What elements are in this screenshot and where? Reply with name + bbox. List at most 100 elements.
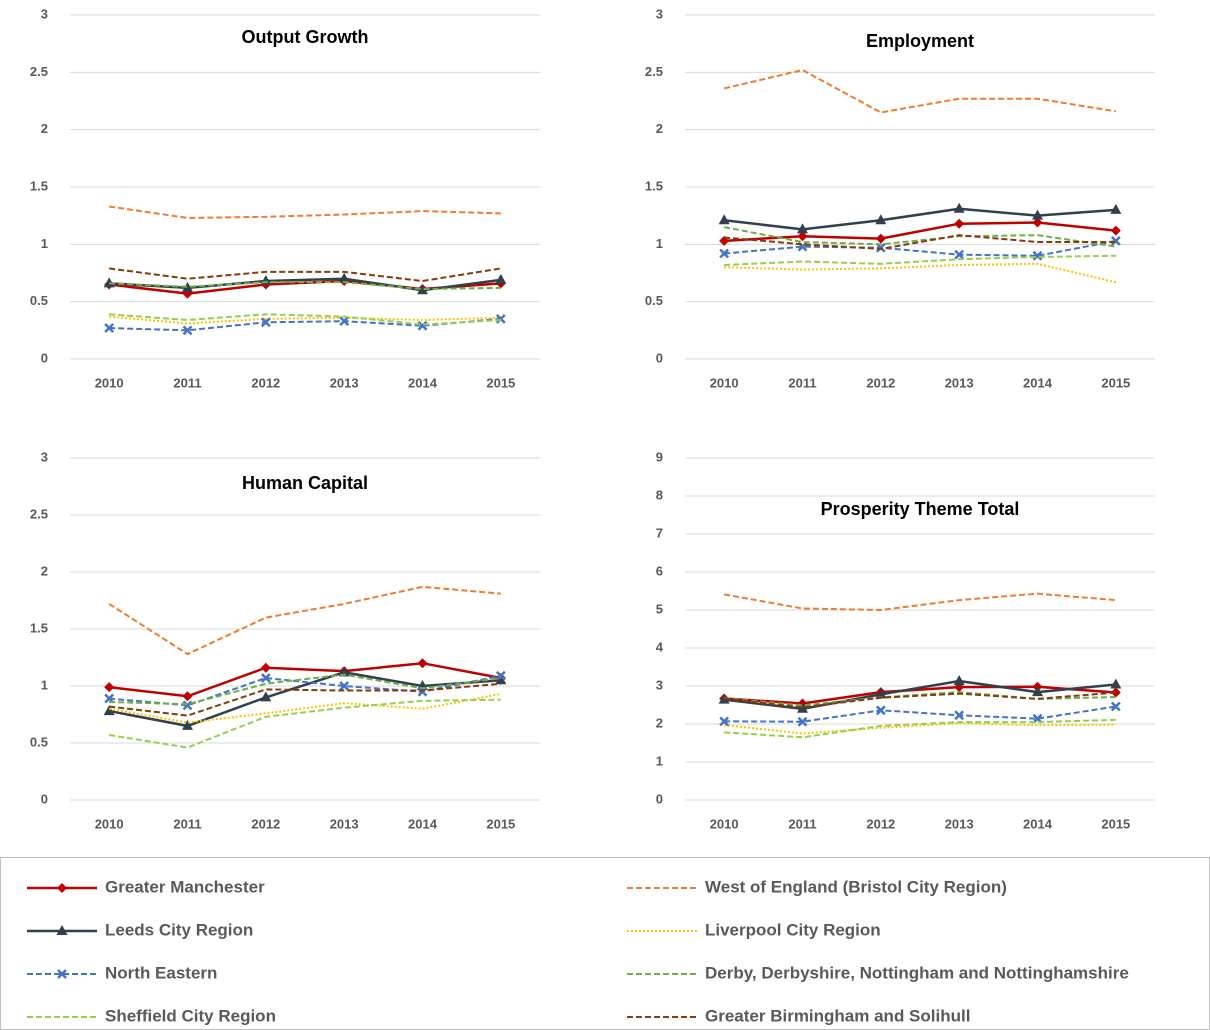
marker: [103, 277, 115, 288]
series-line: [724, 691, 1116, 709]
x-tick-label: 2010: [95, 375, 124, 390]
x-tick-label: 2011: [173, 816, 201, 831]
series-line: [724, 239, 1117, 257]
series-line: [724, 234, 1116, 250]
series-line: [723, 592, 1116, 612]
chart-title: Human Capital: [242, 473, 368, 493]
marker: [417, 320, 428, 331]
series-line: [724, 679, 1116, 711]
marker: [57, 883, 67, 893]
series-line: [109, 205, 501, 219]
legend-label: Leeds City Region: [105, 920, 253, 939]
series-line: [724, 718, 1116, 739]
y-tick-label: 1: [41, 677, 48, 692]
series-line: [724, 705, 1116, 723]
x-tick-label: 2012: [866, 816, 895, 831]
x-tick-label: 2013: [330, 816, 359, 831]
x-tick-label: 2015: [486, 375, 515, 390]
marker: [260, 691, 272, 702]
y-tick-label: 1.5: [645, 178, 663, 193]
series-line: [109, 661, 502, 698]
marker: [1110, 687, 1121, 698]
marker: [954, 218, 965, 229]
x-tick-label: 2012: [251, 816, 280, 831]
marker: [953, 202, 965, 213]
marker: [495, 313, 506, 324]
x-tick-label: 2013: [945, 816, 974, 831]
y-tick-label: 0: [41, 791, 48, 806]
y-tick-label: 9: [656, 449, 663, 464]
y-tick-label: 0: [656, 350, 663, 365]
series-line: [724, 722, 1116, 735]
x-tick-label: 2011: [173, 375, 201, 390]
series-line: [724, 221, 1116, 243]
legend-label: Liverpool City Region: [705, 920, 881, 939]
series-line: [109, 698, 501, 749]
marker: [954, 249, 965, 260]
marker: [103, 705, 115, 716]
marker: [338, 666, 350, 677]
y-tick-label: 2: [41, 121, 48, 136]
y-tick-label: 1: [41, 236, 48, 251]
y-tick-label: 2: [656, 715, 663, 730]
series-line: [109, 315, 501, 325]
y-tick-label: 0: [41, 350, 48, 365]
series-line: [723, 68, 1116, 114]
marker: [1032, 250, 1043, 261]
marker: [260, 673, 271, 683]
marker: [417, 658, 428, 669]
marker: [104, 682, 115, 693]
x-tick-label: 2014: [408, 375, 438, 390]
x-tick-label: 2013: [330, 375, 359, 390]
marker: [104, 323, 115, 333]
marker: [1032, 686, 1043, 697]
series-line: [724, 207, 1116, 231]
series-line: [109, 313, 501, 326]
y-tick-label: 8: [656, 487, 663, 502]
marker: [1110, 203, 1122, 214]
chart-title: Employment: [866, 31, 974, 51]
marker: [339, 681, 350, 691]
marker: [57, 969, 67, 979]
series-line: [109, 267, 501, 283]
series-line: [108, 585, 501, 656]
marker: [182, 281, 193, 292]
series-line: [724, 691, 1116, 707]
y-tick-label: 0: [656, 791, 663, 806]
marker: [875, 233, 886, 244]
x-tick-label: 2012: [866, 375, 895, 390]
legend-label: Sheffield City Region: [105, 1006, 276, 1025]
marker: [797, 702, 808, 713]
y-tick-label: 3: [41, 6, 48, 21]
y-tick-label: 0.5: [645, 293, 663, 308]
y-tick-label: 1.5: [30, 620, 48, 635]
y-tick-label: 2: [41, 563, 48, 578]
y-tick-label: 1: [656, 236, 663, 251]
marker: [797, 223, 808, 234]
x-tick-label: 2010: [95, 816, 124, 831]
y-tick-label: 5: [656, 601, 663, 616]
marker: [875, 705, 886, 716]
y-tick-label: 0.5: [30, 734, 48, 749]
legend-label: West of England (Bristol City Region): [705, 877, 1007, 896]
series-line: [109, 317, 501, 332]
legend-label: Greater Manchester: [105, 877, 265, 896]
marker: [797, 231, 808, 242]
y-tick-label: 2.5: [30, 64, 48, 79]
marker: [495, 674, 507, 685]
marker: [339, 316, 350, 327]
marker: [797, 716, 808, 727]
marker: [875, 214, 887, 225]
x-tick-label: 2010: [710, 816, 739, 831]
x-tick-label: 2015: [1101, 375, 1130, 390]
chart-title: Prosperity Theme Total: [821, 499, 1020, 519]
y-tick-label: 2.5: [645, 64, 663, 79]
series-line: [109, 281, 501, 291]
x-tick-label: 2013: [945, 375, 974, 390]
legend-label: North Eastern: [105, 963, 217, 982]
marker: [182, 325, 193, 336]
marker: [495, 670, 506, 681]
marker: [719, 248, 730, 259]
series-line: [109, 682, 501, 717]
